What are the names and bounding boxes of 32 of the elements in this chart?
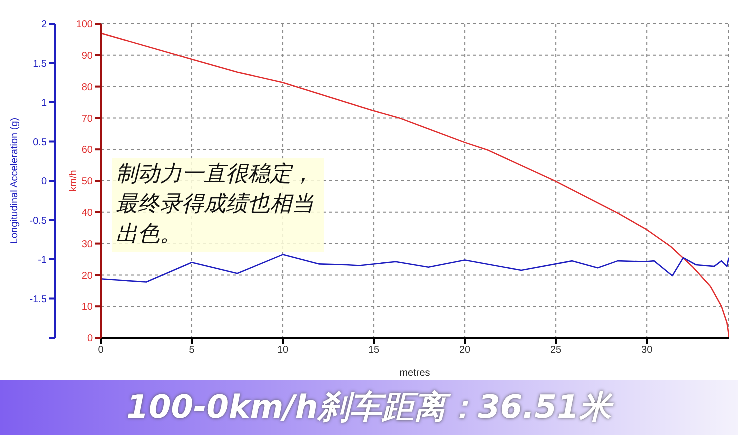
x-tick-label: 5 bbox=[189, 345, 196, 356]
y2-tick-label: 0 bbox=[41, 176, 48, 188]
x-tick-label: 30 bbox=[642, 345, 654, 356]
y2-tick-label: 1.5 bbox=[33, 58, 48, 70]
y2-tick-label: -1.5 bbox=[30, 294, 48, 306]
y-tick-label: 50 bbox=[82, 176, 94, 188]
y-tick-label: 70 bbox=[82, 114, 94, 125]
y-tick-label: 30 bbox=[82, 239, 94, 250]
y2-tick-label: 2 bbox=[41, 20, 48, 31]
y-axis-title: km/h bbox=[68, 170, 80, 192]
line-series bbox=[101, 254, 729, 283]
y-tick-label: 80 bbox=[82, 82, 94, 94]
annotation: 制动力一直很稳定，最终录得成绩也相当出色。 bbox=[112, 158, 324, 252]
x-tick-label: 25 bbox=[550, 345, 562, 356]
x-tick-label: 20 bbox=[459, 345, 472, 356]
y2-tick-label: -0.5 bbox=[30, 216, 48, 227]
text: 100-0km/h刹车距离：36.51米 bbox=[126, 386, 612, 428]
x-axis-title: metres bbox=[400, 368, 430, 379]
y2-tick-label: -1 bbox=[38, 255, 48, 266]
x-tick-label: 0 bbox=[98, 345, 104, 356]
y-tick-label: 20 bbox=[82, 270, 94, 282]
y2-tick-label: 0.5 bbox=[33, 137, 48, 148]
y-tick-label: 100 bbox=[76, 20, 94, 31]
y-tick-label: 60 bbox=[82, 145, 94, 156]
y2-axis-title: Longitudinal Acceleration (g) bbox=[10, 118, 21, 244]
y2-tick-label: 1 bbox=[41, 98, 48, 110]
y-tick-label: 40 bbox=[82, 208, 94, 219]
x-tick-label: 10 bbox=[277, 345, 290, 356]
y-tick-label: 0 bbox=[87, 334, 94, 345]
y-tick-label: 90 bbox=[82, 50, 94, 62]
x-tick-label: 15 bbox=[368, 345, 380, 356]
y-tick-label: 10 bbox=[82, 302, 94, 314]
